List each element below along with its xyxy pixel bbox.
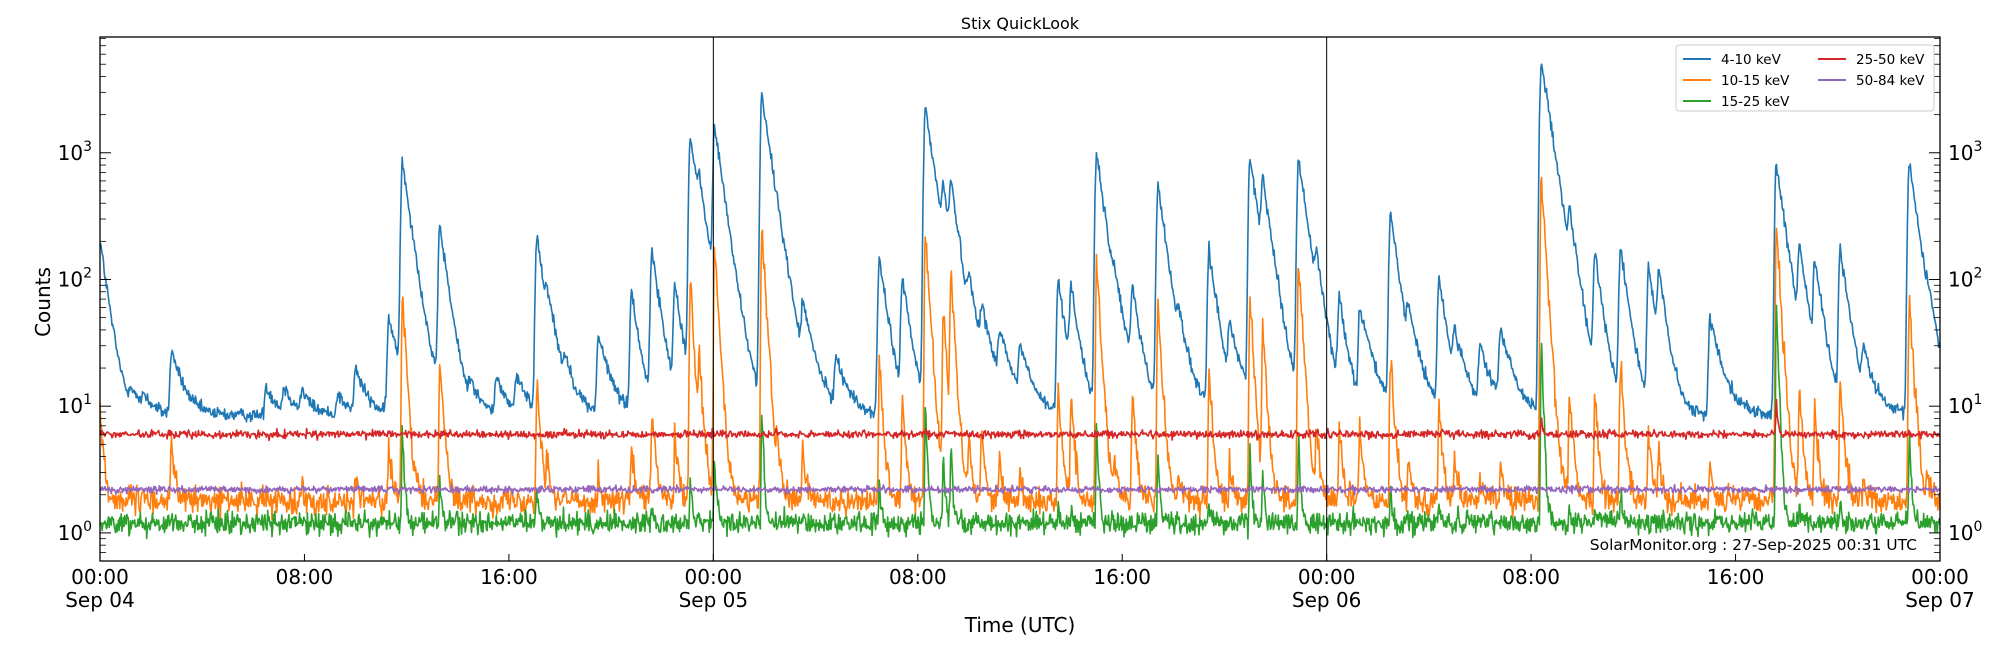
legend-item: 25-50 keV xyxy=(1818,52,1925,68)
y-tick-exponent: 0 xyxy=(83,519,92,535)
y-tick-exponent: 1 xyxy=(83,392,92,408)
legend-item: 10-15 keV xyxy=(1683,73,1790,89)
y-tick-base: 10 xyxy=(58,394,83,418)
y-tick-base: 10 xyxy=(1948,141,1973,165)
x-tick-label: 16:00 xyxy=(1707,565,1765,589)
y-tick-exponent: 0 xyxy=(1973,519,1982,535)
x-tick-label: 00:00 xyxy=(1911,565,1969,589)
x-axis-label: Time (UTC) xyxy=(964,613,1076,637)
timestamp-annotation: SolarMonitor.org : 27-Sep-2025 00:31 UTC xyxy=(1590,536,1917,554)
x-tick-label: 08:00 xyxy=(889,565,947,589)
legend-box xyxy=(1675,44,1935,112)
legend-label: 10-15 keV xyxy=(1721,73,1790,89)
x-tick-sublabel: Sep 04 xyxy=(65,588,135,612)
y-tick-base: 10 xyxy=(1948,521,1973,545)
legend: 4-10 keV 10-15 keV 15-25 keV 25-50 keV 50-84… xyxy=(1675,44,1935,112)
legend-item: 50-84 keV xyxy=(1818,73,1925,89)
y-tick-base: 10 xyxy=(1948,394,1973,418)
series-line-50-84-keV xyxy=(99,483,1941,496)
y-tick-label-right: 103 xyxy=(1948,139,1982,165)
y-tick-base: 10 xyxy=(58,141,83,165)
legend-label: 4-10 keV xyxy=(1721,52,1782,68)
x-tick-label: 16:00 xyxy=(480,565,538,589)
series-line-4-10-keV xyxy=(99,63,1941,423)
legend-label: 15-25 keV xyxy=(1721,94,1790,110)
x-tick-sublabel: Sep 05 xyxy=(679,588,749,612)
x-tick-label: 00:00 xyxy=(71,565,129,589)
y-tick-label-left: 100 xyxy=(58,519,92,545)
series-line-15-25-keV xyxy=(99,304,1941,540)
y-tick-label-right: 102 xyxy=(1948,265,1982,291)
y-tick-exponent: 2 xyxy=(1973,265,1982,281)
x-tick-label: 00:00 xyxy=(1298,565,1356,589)
y-tick-base: 10 xyxy=(1948,267,1973,291)
x-tick-label: 08:00 xyxy=(1502,565,1560,589)
y-axis-label: Counts xyxy=(31,267,55,337)
y-tick-exponent: 3 xyxy=(83,139,92,155)
y-tick-exponent: 1 xyxy=(1973,392,1982,408)
legend-item: 15-25 keV xyxy=(1683,94,1790,110)
y-tick-label-right: 100 xyxy=(1948,519,1982,545)
x-tick-sublabel: Sep 07 xyxy=(1905,588,1975,612)
y-tick-label-right: 101 xyxy=(1948,392,1982,418)
legend-label: 25-50 keV xyxy=(1856,52,1925,68)
plot-area xyxy=(99,63,1941,540)
x-tick-label: 00:00 xyxy=(685,565,743,589)
y-tick-base: 10 xyxy=(58,267,83,291)
series-line-25-50-keV xyxy=(99,398,1941,442)
legend-item: 4-10 keV xyxy=(1683,52,1782,68)
day-separators xyxy=(712,37,1328,561)
x-tick-label: 16:00 xyxy=(1093,565,1151,589)
y-tick-label-left: 101 xyxy=(58,392,92,418)
chart-title: Stix QuickLook xyxy=(961,14,1080,33)
x-tick-label: 08:00 xyxy=(276,565,334,589)
y-tick-label-left: 102 xyxy=(58,265,92,291)
y-tick-exponent: 2 xyxy=(83,265,92,281)
y-tick-label-left: 103 xyxy=(58,139,92,165)
y-tick-base: 10 xyxy=(58,521,83,545)
legend-label: 50-84 keV xyxy=(1856,73,1925,89)
x-tick-sublabel: Sep 06 xyxy=(1292,588,1362,612)
y-tick-exponent: 3 xyxy=(1973,139,1982,155)
series-line-10-15-keV xyxy=(99,176,1941,521)
